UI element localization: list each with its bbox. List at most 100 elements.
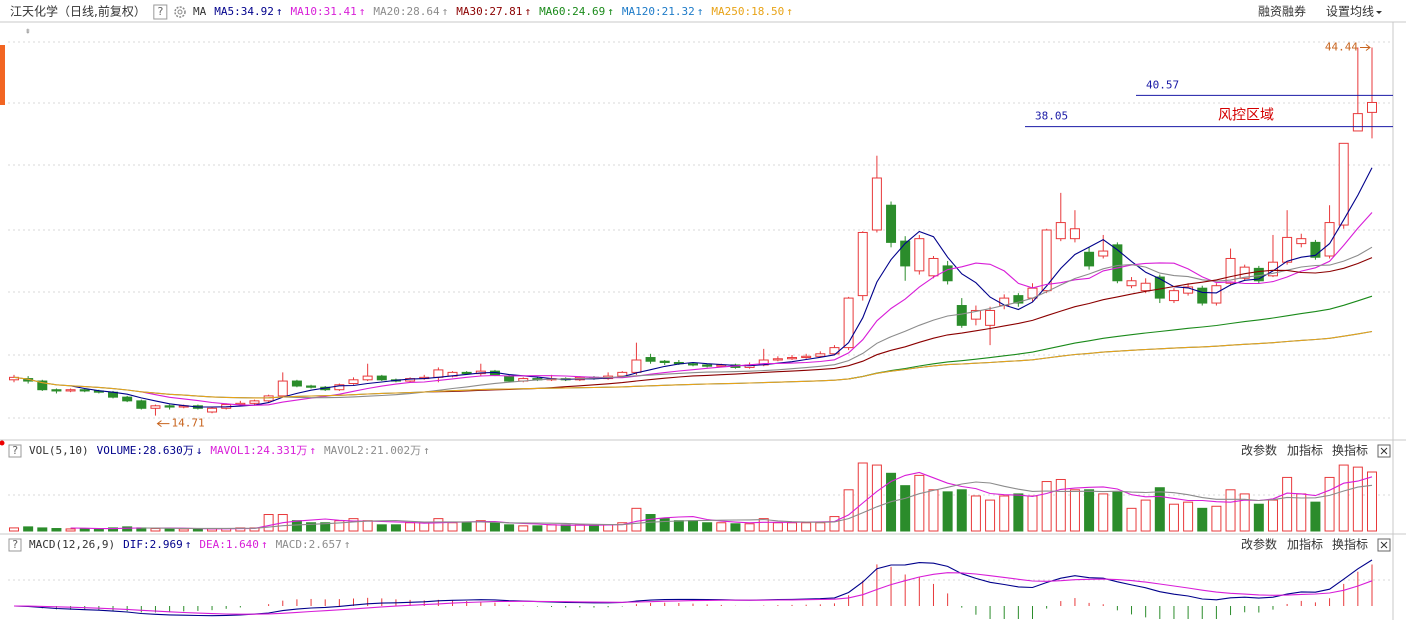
legend-value: MA5:34.92 [214, 5, 274, 18]
candle-body [164, 405, 175, 408]
panel-button[interactable]: 改参数 [1241, 443, 1277, 458]
volume-bar [829, 516, 840, 532]
volume-bar [1253, 503, 1264, 532]
legend-value: MA250:18.50 [711, 5, 784, 18]
volume-bar [815, 522, 826, 532]
help-icon[interactable]: ? [12, 444, 19, 457]
candle-body [207, 407, 218, 413]
toolbar-item[interactable]: 融资融券 [1258, 4, 1306, 19]
candle-body [1112, 244, 1123, 282]
candle-body [829, 347, 840, 355]
volume-bar [928, 489, 939, 532]
candle-body [1352, 113, 1363, 132]
panel-button[interactable]: 换指标 [1332, 443, 1368, 458]
candle-body [1126, 280, 1137, 287]
candle-body [1013, 295, 1024, 304]
candle-body [291, 380, 302, 387]
candle-body [1098, 250, 1109, 257]
volume-bar [1324, 476, 1335, 532]
volume-bar [999, 495, 1010, 532]
candle-body [970, 309, 981, 320]
legend-value: MAVOL1:24.331万 [210, 444, 307, 457]
candle-body [1055, 222, 1066, 240]
event-marker[interactable]: ⇟ [25, 27, 30, 37]
close-icon [1380, 541, 1388, 549]
volume-bar [390, 524, 401, 532]
help-box[interactable] [8, 538, 22, 552]
legend-trend: ↑ [786, 5, 793, 18]
volume-bar [843, 489, 854, 532]
dea-line [13, 572, 1373, 615]
volume-bar [787, 522, 798, 532]
candle-body [1225, 257, 1236, 284]
candle-body [645, 357, 656, 362]
candle-body [1168, 290, 1179, 302]
volume-bar [461, 522, 472, 532]
panel-button[interactable]: 改参数 [1241, 537, 1277, 552]
candle-body [1282, 236, 1293, 263]
volume-bar [1197, 507, 1208, 532]
candle-body [362, 375, 373, 381]
candle-body [857, 231, 868, 297]
volume-bar [93, 528, 104, 532]
volume-bar [659, 518, 670, 532]
volume-bar [447, 522, 458, 532]
legend-value: MA30:27.81 [456, 5, 522, 18]
volume-bar [914, 474, 925, 532]
candle-body [461, 371, 472, 375]
volume-bar [631, 507, 642, 532]
volume-bar [772, 522, 783, 532]
legend-value: DIF:2.969 [123, 538, 183, 551]
candle-body [348, 379, 359, 385]
volume-bar [1112, 491, 1123, 532]
volume-bar [730, 523, 741, 532]
event-markers: ⇟ [25, 27, 30, 37]
help-box[interactable] [153, 4, 168, 20]
legend-trend: ↑ [359, 5, 366, 18]
toolbar-item[interactable]: 设置均线 [1326, 5, 1374, 19]
candle-body [772, 358, 783, 361]
gear-icon[interactable] [174, 6, 186, 18]
volume-bar [122, 526, 133, 532]
candle-body [249, 400, 260, 404]
candle-body [1183, 286, 1194, 294]
legend-trend: ↑ [607, 5, 614, 18]
help-box[interactable] [8, 444, 22, 458]
legend-trend: ↑ [423, 444, 430, 457]
volume-bar [164, 528, 175, 532]
volume-bar [1310, 501, 1321, 532]
volume-bar [23, 526, 34, 532]
volume-bar [1027, 495, 1038, 532]
candle-body [433, 369, 444, 378]
panel-button[interactable]: 加指标 [1287, 537, 1323, 552]
volume-bar [871, 464, 882, 532]
candle-body [659, 360, 670, 363]
volume-bar [532, 525, 543, 532]
candle-body [1069, 228, 1080, 240]
volume-bar [970, 495, 981, 532]
panel-button[interactable]: 换指标 [1332, 537, 1368, 552]
candle-body [985, 309, 996, 326]
candle-body [631, 359, 642, 373]
volume-bar [65, 528, 76, 532]
candle-body [843, 297, 854, 349]
candle-body [942, 265, 953, 282]
volume-bar [1296, 493, 1307, 532]
volume-bar [1211, 505, 1222, 532]
candle-body [1140, 282, 1151, 292]
volume-bar [306, 522, 317, 532]
help-icon[interactable]: ? [157, 5, 164, 18]
min-arrow [156, 420, 170, 427]
candle-body [1367, 101, 1377, 113]
volume-bar [1041, 481, 1052, 532]
volume-bar [1055, 478, 1066, 532]
volume-bar [320, 522, 331, 532]
volume-bar [362, 520, 373, 532]
help-icon[interactable]: ? [12, 538, 19, 551]
ma-line [70, 167, 1373, 408]
panel-button[interactable]: 加指标 [1287, 443, 1323, 458]
legend-value: VOLUME:28.630万 [97, 444, 194, 457]
volume-bar [588, 525, 599, 532]
candle-body [815, 353, 826, 357]
candle-body [801, 355, 812, 359]
